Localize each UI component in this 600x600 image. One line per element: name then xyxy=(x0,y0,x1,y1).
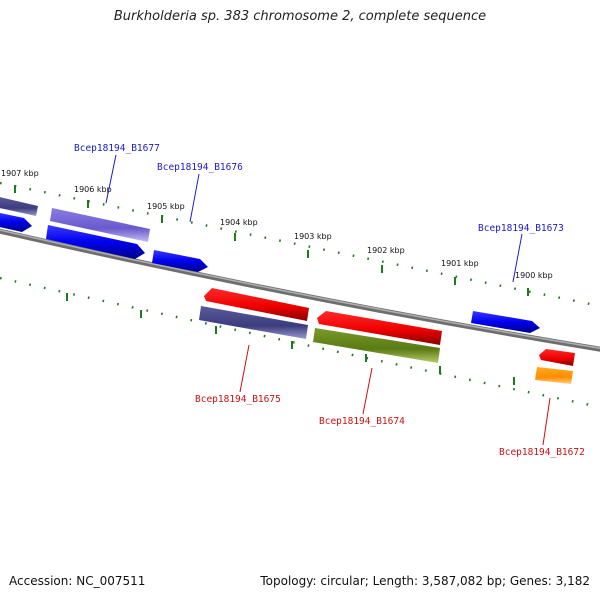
gene-label-b1677[interactable]: Bcep18194_B1677 xyxy=(74,143,160,154)
leader-b1675 xyxy=(239,344,250,393)
gene-feature[interactable] xyxy=(152,250,208,272)
reverse-genes xyxy=(199,288,575,384)
label-leaders xyxy=(105,154,551,446)
leader-b1673 xyxy=(512,233,523,283)
gene-label-b1676[interactable]: Bcep18194_B1676 xyxy=(157,162,243,173)
leader-b1672 xyxy=(542,397,551,446)
leader-b1677 xyxy=(105,154,117,204)
gene-feature[interactable] xyxy=(539,349,575,366)
gene-feature[interactable] xyxy=(313,328,440,363)
gene-labels: Bcep18194_B1677 Bcep18194_B1676 Bcep1819… xyxy=(74,143,585,458)
tick-label-1902: 1902 kbp xyxy=(367,246,405,255)
gene-feature[interactable] xyxy=(46,225,145,259)
gene-label-b1672[interactable]: Bcep18194_B1672 xyxy=(499,447,585,458)
gene-feature[interactable] xyxy=(0,196,38,216)
leader-b1676 xyxy=(189,173,200,223)
tick-label-1900: 1900 kbp xyxy=(515,271,553,280)
gene-feature[interactable] xyxy=(0,212,32,232)
gene-label-b1675[interactable]: Bcep18194_B1675 xyxy=(195,394,281,405)
gene-feature[interactable] xyxy=(471,311,540,333)
forward-genes xyxy=(0,196,540,333)
gene-label-b1674[interactable]: Bcep18194_B1674 xyxy=(319,416,405,427)
gene-label-b1673[interactable]: Bcep18194_B1673 xyxy=(478,223,564,234)
gene-feature[interactable] xyxy=(50,208,150,242)
upper-tick-ring xyxy=(0,181,600,308)
tick-label-1903: 1903 kbp xyxy=(294,232,332,241)
map-title: Burkholderia sp. 383 chromosome 2, compl… xyxy=(113,9,487,24)
gene-feature[interactable] xyxy=(535,367,573,384)
tick-label-1901: 1901 kbp xyxy=(441,259,479,268)
gene-feature[interactable] xyxy=(317,311,442,345)
gene-feature[interactable] xyxy=(204,288,309,321)
accession-text: Accession: NC_007511 xyxy=(9,574,146,588)
backbone xyxy=(0,228,600,352)
tick-labels: 1907 kbp 1906 kbp 1905 kbp 1904 kbp 1903… xyxy=(1,169,553,280)
leader-b1674 xyxy=(362,367,373,415)
genome-summary-text: Topology: circular; Length: 3,587,082 bp… xyxy=(260,574,590,588)
tick-label-1906: 1906 kbp xyxy=(74,185,112,194)
tick-label-1907: 1907 kbp xyxy=(1,169,39,178)
gene-feature[interactable] xyxy=(199,306,308,339)
tick-label-1905: 1905 kbp xyxy=(147,202,185,211)
lower-tick-ring xyxy=(0,276,600,409)
tick-label-1904: 1904 kbp xyxy=(220,218,258,227)
